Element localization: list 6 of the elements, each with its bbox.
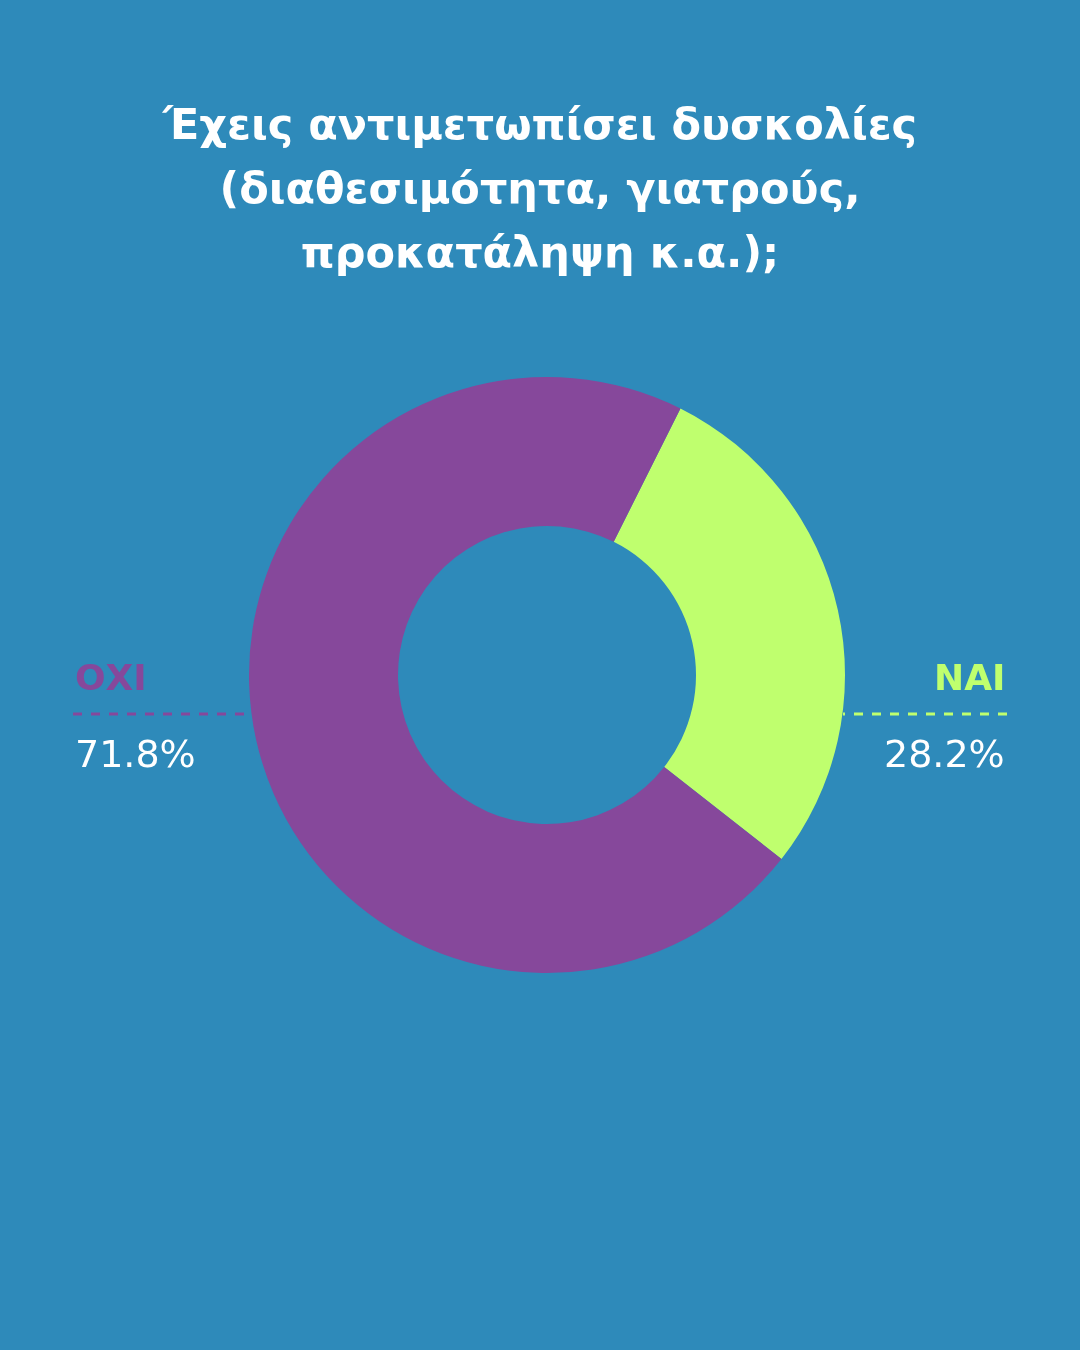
data-label: 28.2% [884,732,1005,776]
donut-slice [249,377,782,973]
slice-label: ΟΧΙ [75,657,147,698]
data-label: 71.8% [75,732,196,776]
slice-label: ΝΑΙ [934,657,1006,698]
chart-title: Έχεις αντιμετωπίσει δυσκολίες (διαθεσιμότητα, γιατρούς, προκατάληψη κ.α.); [161,98,919,279]
